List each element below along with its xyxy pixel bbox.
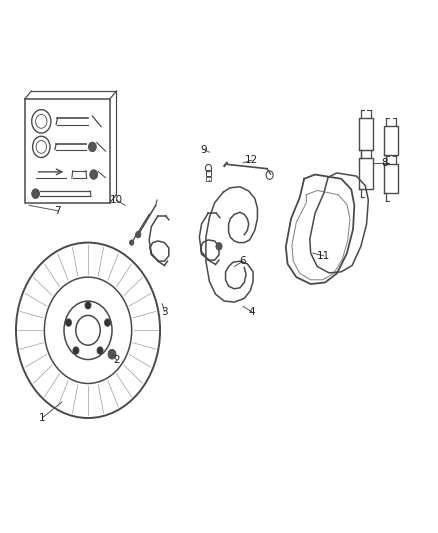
- Circle shape: [130, 240, 134, 245]
- Circle shape: [88, 142, 96, 152]
- Bar: [25, 99, 110, 203]
- Circle shape: [85, 302, 91, 309]
- Text: 4: 4: [248, 306, 255, 317]
- Text: 9: 9: [201, 144, 207, 155]
- Text: 3: 3: [161, 306, 168, 317]
- Circle shape: [216, 243, 222, 250]
- Text: 7: 7: [54, 206, 61, 216]
- Circle shape: [108, 350, 116, 359]
- Text: 2: 2: [113, 354, 120, 365]
- Circle shape: [90, 169, 98, 179]
- Bar: [206, 176, 211, 181]
- Bar: [206, 169, 211, 176]
- Text: 11: 11: [317, 251, 330, 261]
- Circle shape: [32, 189, 39, 198]
- Circle shape: [65, 319, 71, 326]
- Circle shape: [136, 231, 141, 238]
- Text: 12: 12: [245, 155, 258, 165]
- Text: 6: 6: [240, 256, 246, 266]
- Circle shape: [97, 347, 103, 354]
- Circle shape: [73, 347, 79, 354]
- Circle shape: [105, 319, 110, 326]
- Text: 1: 1: [39, 413, 46, 423]
- Text: 8: 8: [381, 158, 388, 168]
- Text: 10: 10: [110, 195, 123, 205]
